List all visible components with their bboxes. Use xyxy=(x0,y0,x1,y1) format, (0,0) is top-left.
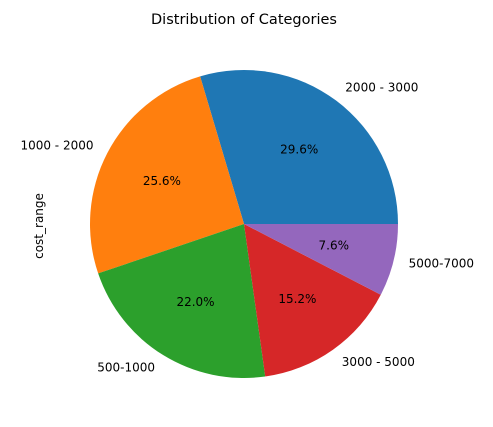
slice-percent-label: 15.2% xyxy=(278,292,316,306)
slice-category-label: 5000-7000 xyxy=(409,257,474,271)
slice-percent-label: 7.6% xyxy=(319,238,350,252)
slice-percent-label: 29.6% xyxy=(280,142,318,156)
pie-slice xyxy=(200,70,398,224)
pie-slice xyxy=(90,76,244,274)
pie-labels: 29.6% 2000 - 3000 25.6% 1000 - 2000 22.0% 500… xyxy=(20,81,474,375)
pie-slices xyxy=(90,70,398,378)
pie-slice xyxy=(244,224,398,295)
slice-category-label: 3000 - 5000 xyxy=(342,355,415,369)
pie-slice xyxy=(244,224,381,377)
slice-category-label: 2000 - 3000 xyxy=(345,81,418,95)
slice-category-label: 500-1000 xyxy=(97,361,155,375)
slice-percent-label: 25.6% xyxy=(143,174,181,188)
pie-slice xyxy=(98,224,266,378)
y-axis-label: cost_range xyxy=(32,193,46,259)
slice-percent-label: 22.0% xyxy=(176,295,214,309)
chart-title: Distribution of Categories xyxy=(151,12,337,28)
slice-category-label: 1000 - 2000 xyxy=(20,139,93,153)
